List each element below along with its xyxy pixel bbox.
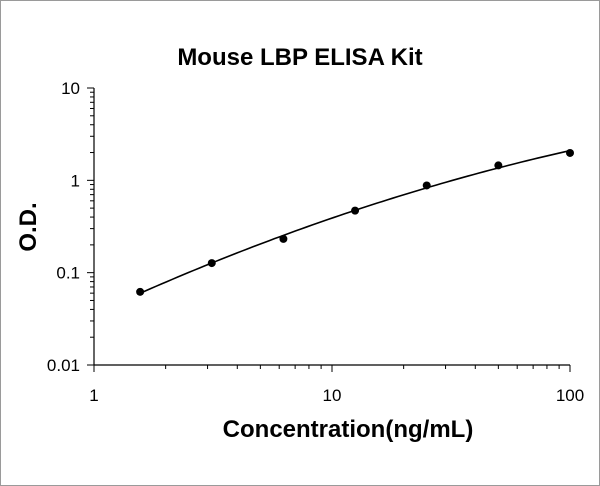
x-tick-label: 1 (89, 386, 98, 405)
y-tick-label: 1 (71, 171, 80, 190)
data-point (279, 234, 288, 243)
data-point (351, 206, 360, 215)
data-point (494, 161, 503, 170)
y-tick-label: 0.01 (47, 356, 80, 375)
fit-curve-layer (139, 149, 571, 294)
chart-title: Mouse LBP ELISA Kit (177, 44, 422, 71)
data-point (566, 148, 574, 157)
axes: 1 10 100 0.01 0.1 1 10 (47, 79, 584, 405)
x-tick-label: 10 (323, 386, 342, 405)
data-point (207, 259, 216, 268)
data-point (136, 287, 145, 296)
x-tick-label: 100 (556, 386, 584, 405)
y-axis-label: O.D. (15, 202, 42, 251)
x-axis-label: Concentration(ng/mL) (223, 416, 474, 443)
y-tick-label: 0.1 (56, 264, 80, 283)
data-points-layer (136, 148, 574, 296)
y-tick-label: 10 (61, 79, 80, 98)
fit-curve (139, 149, 571, 294)
data-point (422, 181, 431, 190)
